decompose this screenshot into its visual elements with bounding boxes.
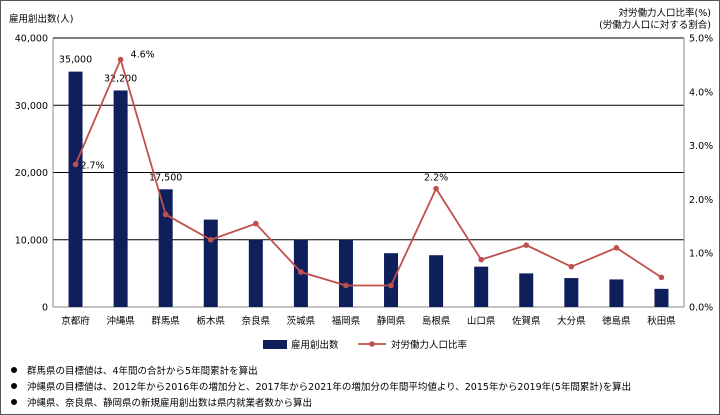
ratio-point-11 [568, 263, 575, 270]
right-tick-label-5: 5.0% [689, 34, 713, 45]
note-1: 群馬県の目標値は、4年間の合計から5年間累計を算出 [11, 363, 258, 377]
right-axis-title-line2: (労働力人口に対する割合) [599, 20, 711, 31]
category-label-0: 京都府 [61, 315, 90, 327]
legend-bar-label: 雇用創出数 [291, 339, 339, 351]
category-label-4: 奈良県 [242, 315, 271, 327]
category-label-12: 徳島県 [602, 315, 631, 327]
line-label-1: 4.6% [131, 50, 155, 61]
right-tick-label-4: 4.0% [689, 87, 713, 98]
note-2: 沖縄県の目標値は、2012年から2016年の増加分と、2017年から2021年の… [11, 379, 631, 393]
left-axis-title: 雇用創出数(人) [9, 14, 74, 25]
bar-label-0: 35,000 [59, 55, 92, 66]
category-label-2: 群馬県 [151, 315, 180, 327]
bar-11 [564, 278, 579, 307]
category-label-9: 山口県 [467, 316, 496, 327]
category-label-8: 島根県 [422, 315, 451, 327]
left-tick-label-4: 40,000 [15, 34, 48, 45]
bullet-icon [11, 399, 17, 405]
right-tick-label-0: 0.0% [689, 303, 713, 314]
ratio-point-5 [298, 269, 304, 275]
category-label-5: 茨城県 [287, 315, 316, 327]
ratio-point-3 [207, 236, 214, 243]
category-label-1: 沖縄県 [106, 315, 135, 327]
right-tick-label-1: 1.0% [689, 249, 713, 260]
bar-6 [338, 239, 353, 307]
left-tick-label-2: 20,000 [15, 168, 48, 179]
legend-bar-swatch [263, 340, 287, 349]
category-label-3: 栃木県 [196, 315, 225, 327]
ratio-point-13 [658, 274, 665, 281]
right-tick-label-3: 3.0% [689, 141, 713, 152]
bullet-icon [11, 383, 17, 389]
line-label-0: 2.7% [80, 160, 104, 171]
left-tick-label-0: 0 [42, 303, 48, 314]
ratio-point-4 [253, 220, 259, 227]
ratio-point-6 [343, 282, 349, 289]
bar-1 [113, 90, 128, 307]
ratio-point-10 [523, 242, 530, 248]
category-label-13: 秋田県 [647, 315, 676, 327]
category-label-6: 福岡県 [332, 315, 361, 327]
note-3: 沖縄県、奈良県、静岡県の新規雇用創出数は県内就業者数から算出 [11, 395, 312, 409]
legend-line-label: 対労働力人口比率 [391, 339, 468, 351]
right-tick-label-2: 2.0% [689, 195, 713, 206]
right-axis-title-line1: 対労働力人口比率(%) [618, 8, 711, 19]
bar-label-2: 17,500 [149, 172, 182, 183]
category-label-7: 静岡県 [377, 315, 406, 327]
ratio-point-8 [433, 185, 439, 192]
category-label-11: 大分県 [557, 315, 586, 327]
ratio-point-7 [388, 282, 394, 289]
bar-9 [474, 266, 489, 307]
bar-4 [248, 239, 263, 307]
bar-13 [654, 288, 669, 307]
ratio-point-12 [613, 245, 620, 251]
ratio-point-0 [72, 161, 79, 168]
legend-line-marker [369, 341, 375, 347]
bar-12 [609, 279, 624, 307]
bar-0 [68, 71, 83, 307]
bar-label-1: 32,200 [104, 73, 137, 84]
bar-10 [519, 273, 534, 307]
left-tick-label-1: 10,000 [15, 235, 48, 246]
bullet-icon [11, 367, 17, 373]
ratio-line [74, 56, 662, 287]
bar-7 [384, 253, 399, 307]
bar-3 [203, 219, 218, 307]
ratio-point-2 [162, 211, 169, 218]
ratio-point-9 [478, 256, 484, 263]
line-label-8: 2.2% [424, 173, 448, 184]
left-tick-label-3: 30,000 [15, 101, 48, 112]
bar-2 [158, 189, 173, 307]
ratio-point-1 [117, 56, 124, 63]
category-label-10: 佐賀県 [512, 315, 541, 327]
bar-8 [429, 255, 444, 307]
